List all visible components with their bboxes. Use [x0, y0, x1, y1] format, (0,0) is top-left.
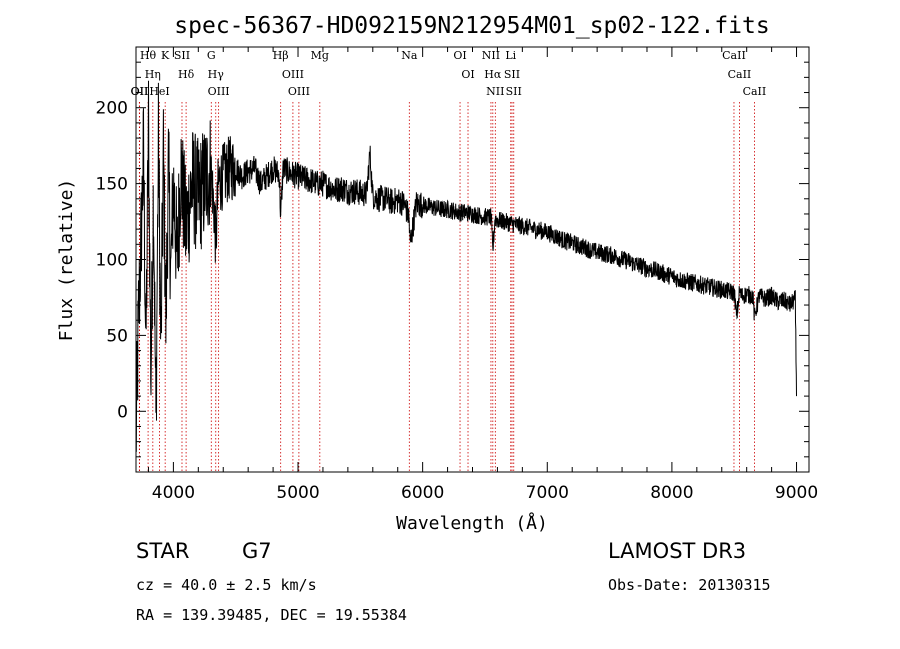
y-tick-label: 200 [96, 99, 128, 119]
x-tick-label: 7000 [526, 483, 569, 503]
y-tick-label: 100 [96, 251, 128, 271]
emission-line-label: Hη [145, 68, 161, 81]
emission-line-label: OII [131, 85, 149, 98]
emission-line-label: Mg [311, 49, 329, 62]
emission-line-label: OIII [282, 68, 304, 81]
object-class: STAR [136, 539, 189, 563]
y-tick-label: 0 [117, 402, 128, 422]
chart-title: spec-56367-HD092159N212954M01_sp02-122.f… [174, 13, 769, 39]
emission-line-label: SII [174, 49, 190, 62]
survey-name: LAMOST DR3 [608, 539, 746, 563]
spectrum-series [135, 80, 797, 452]
x-tick-label: 6000 [401, 483, 444, 503]
x-axis-label: Wavelength (Å) [396, 512, 548, 534]
emission-line-label: Hβ [273, 49, 289, 62]
x-tick-label: 8000 [650, 483, 693, 503]
obs-date: Obs-Date: 20130315 [608, 576, 771, 594]
y-axis: 0 50 100 150 200 [96, 46, 809, 473]
emission-line-label: CaII [722, 49, 746, 62]
emission-line-label: NII [486, 85, 504, 98]
emission-line-label: Hδ [178, 68, 195, 81]
object-subclass: G7 [242, 539, 272, 563]
emission-line-label: HeI [149, 85, 169, 98]
x-axis: 4000 5000 6000 7000 8000 9000 [147, 47, 818, 503]
x-tick-label: 4000 [152, 483, 195, 503]
coordinates-text: RA = 139.39485, DEC = 19.55384 [136, 606, 407, 624]
emission-line-label: SII [506, 85, 522, 98]
emission-line-label: OIII [208, 85, 230, 98]
emission-line-label: K [161, 49, 170, 62]
emission-line-label: Hθ [140, 49, 157, 62]
spectrum-line [135, 80, 797, 452]
emission-line-label: NII [482, 49, 500, 62]
emission-line-label: Hα [484, 68, 502, 81]
emission-line-label: G [207, 49, 216, 62]
y-tick-label: 150 [96, 175, 128, 195]
emission-line-label: Na [401, 49, 418, 62]
emission-line-label: OI [461, 68, 474, 81]
emission-line-label: OII [131, 85, 149, 98]
emission-line-label: Li [505, 49, 516, 62]
plot-frame [135, 46, 810, 473]
x-tick-label: 9000 [775, 483, 818, 503]
emission-line-label: OIII [288, 85, 310, 98]
emission-line-label: CaII [728, 68, 752, 81]
y-axis-label: Flux (relative) [56, 179, 77, 342]
info-panel: STAR G7 LAMOST DR3 cz = 40.0 ± 2.5 km/s … [136, 539, 771, 624]
y-tick-label: 50 [106, 326, 128, 346]
emission-line-label: CaII [743, 85, 767, 98]
redshift-text: cz = 40.0 ± 2.5 km/s [136, 576, 317, 594]
emission-line-label: Hγ [208, 68, 225, 81]
emission-line-label: OI [453, 49, 466, 62]
emission-line-label: SII [504, 68, 520, 81]
x-tick-label: 5000 [276, 483, 319, 503]
